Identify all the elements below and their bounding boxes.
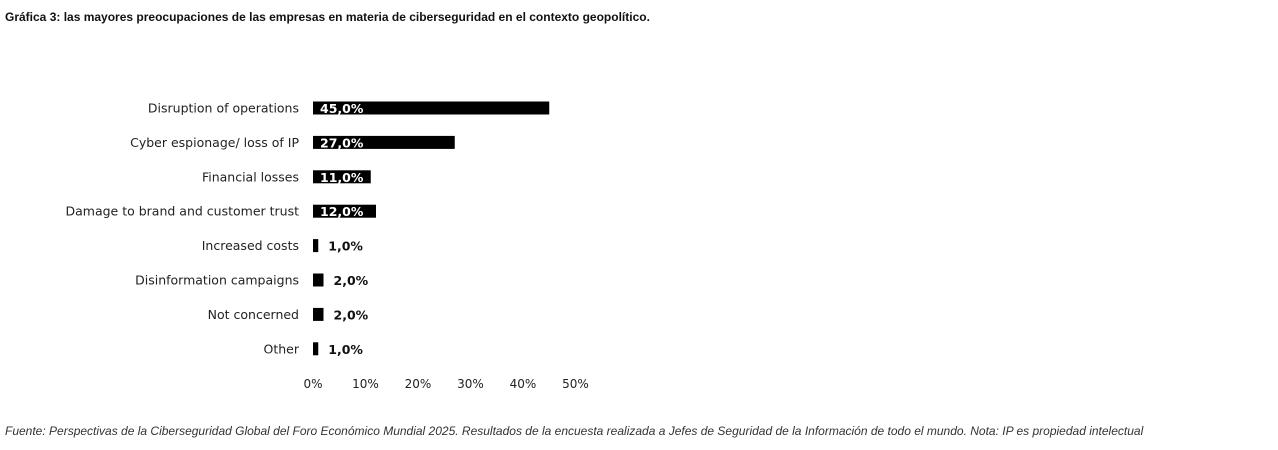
bar xyxy=(313,342,319,356)
source-note: Fuente: Perspectivas de la Cibersegurida… xyxy=(5,424,1144,438)
figure-title: Gráfica 3: las mayores preocupaciones de… xyxy=(5,10,650,24)
bar xyxy=(313,204,376,218)
bars xyxy=(313,101,550,356)
category-label: Damage to brand and customer trust xyxy=(65,204,299,219)
bar xyxy=(313,170,371,184)
value-label: 2,0% xyxy=(334,307,369,322)
x-tick-label: 40% xyxy=(510,377,537,391)
x-axis-ticks: 0% 10% 20% 30% 40% 50% xyxy=(303,377,588,391)
category-label: Financial losses xyxy=(202,169,299,184)
x-tick-label: 0% xyxy=(303,377,322,391)
x-tick-label: 10% xyxy=(352,377,379,391)
x-tick-label: 30% xyxy=(457,377,484,391)
bar xyxy=(313,239,319,253)
bar xyxy=(313,101,550,115)
value-label: 1,0% xyxy=(328,239,363,254)
category-label: Increased costs xyxy=(202,238,299,253)
category-label: Cyber espionage/ loss of IP xyxy=(130,135,299,150)
category-labels: Disruption of operations Cyber espionage/… xyxy=(65,101,299,357)
category-label: Disinformation campaigns xyxy=(135,273,299,288)
value-label: 45,0% xyxy=(320,101,364,116)
bar xyxy=(313,307,324,321)
bar-chart: Disruption of operations Cyber espionage/… xyxy=(65,101,588,392)
value-label: 12,0% xyxy=(320,204,364,219)
x-tick-label: 20% xyxy=(405,377,432,391)
value-label: 1,0% xyxy=(328,342,363,357)
value-label: 11,0% xyxy=(320,170,364,185)
category-label: Other xyxy=(264,341,300,356)
value-labels: 45,0% 27,0% 11,0% 12,0% 1,0% 2,0% 2,0% 1,0% xyxy=(320,101,369,357)
value-label: 2,0% xyxy=(334,273,369,288)
category-label: Disruption of operations xyxy=(148,101,299,116)
category-label: Not concerned xyxy=(208,307,299,322)
bar xyxy=(313,135,455,149)
x-tick-label: 50% xyxy=(562,377,589,391)
bar xyxy=(313,273,324,287)
value-label: 27,0% xyxy=(320,135,364,150)
